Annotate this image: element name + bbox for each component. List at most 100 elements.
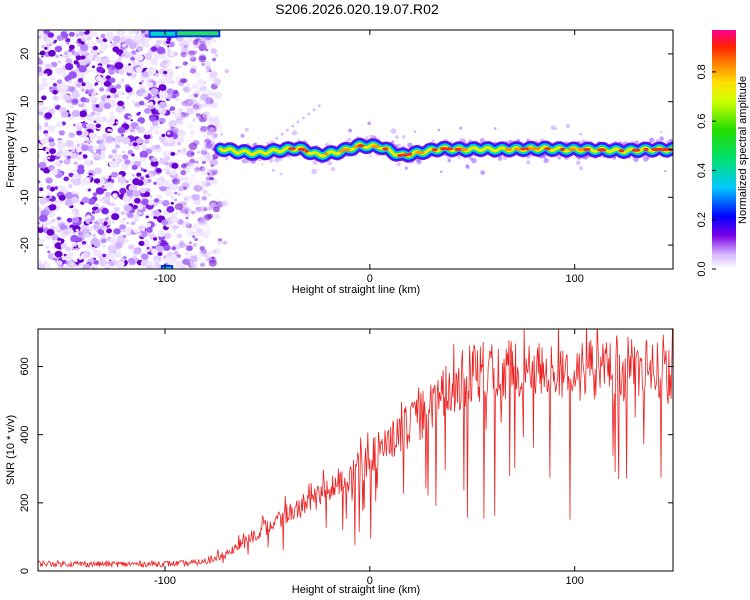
- noise-blob: [61, 73, 67, 78]
- noise-blob: [152, 53, 160, 60]
- noise-blob: [108, 178, 112, 181]
- noise-blob: [48, 49, 56, 57]
- noise-blob: [131, 50, 137, 55]
- noise-blob: [99, 50, 104, 54]
- noise-blob: [140, 30, 146, 34]
- noise-blob: [116, 121, 119, 124]
- noise-blob: [138, 100, 145, 106]
- noise-blob: [59, 160, 63, 164]
- noise-blob: [79, 135, 83, 138]
- noise-blob: [133, 33, 142, 41]
- noise-blob: [153, 266, 158, 269]
- noise-blob: [146, 247, 150, 250]
- noise-blob: [165, 135, 174, 144]
- noise-blob: [208, 251, 213, 255]
- noise-blob: [75, 55, 82, 61]
- noise-blob: [65, 246, 71, 252]
- ridge-halo: [558, 157, 561, 160]
- noise-blob: [73, 191, 77, 194]
- noise-blob: [104, 182, 114, 190]
- ridge-halo: [493, 127, 497, 130]
- noise-blob: [78, 101, 83, 105]
- noise-blob: [77, 164, 85, 171]
- noise-blob: [60, 84, 68, 91]
- noise-blob: [212, 39, 217, 43]
- noise-blob: [106, 136, 113, 143]
- noise-blob: [149, 132, 152, 135]
- noise-blob: [202, 180, 210, 188]
- noise-blob: [211, 132, 219, 139]
- noise-blob: [175, 129, 179, 132]
- noise-blob: [174, 145, 177, 148]
- noise-blob: [78, 31, 85, 37]
- noise-blob: [71, 91, 80, 99]
- noise-blob: [38, 66, 42, 73]
- snr-series-line: [38, 329, 673, 568]
- noise-blob: [178, 65, 182, 69]
- noise-blob: [185, 252, 188, 255]
- noise-blob: [131, 174, 135, 177]
- noise-blob: [63, 158, 71, 165]
- noise-blob: [155, 39, 162, 45]
- noise-blob: [149, 111, 152, 114]
- noise-blob: [84, 159, 92, 167]
- noise-blob: [105, 34, 113, 41]
- noise-blob: [207, 75, 214, 82]
- noise-blob: [138, 240, 145, 246]
- ridge-halo: [471, 157, 477, 164]
- noise-blob: [38, 263, 46, 269]
- y-tick-label: 200: [19, 494, 31, 512]
- noise-blob: [121, 53, 126, 57]
- noise-blob: [221, 191, 226, 195]
- noise-blob: [39, 50, 46, 56]
- noise-blob: [118, 154, 122, 158]
- y-tick-label: -20: [19, 237, 31, 253]
- ridge-halo: [404, 166, 408, 170]
- noise-blob: [38, 161, 47, 169]
- noise-blob: [143, 169, 147, 173]
- noise-blob: [49, 148, 56, 155]
- noise-blob: [54, 242, 63, 250]
- noise-blob: [81, 88, 85, 92]
- noise-blob: [199, 47, 204, 52]
- noise-blob: [144, 52, 153, 60]
- noise-blob: [85, 83, 94, 90]
- noise-blob: [51, 234, 59, 240]
- ridge-peak: [297, 147, 306, 151]
- ridge-halo: [554, 127, 558, 130]
- noise-blob: [91, 92, 97, 97]
- spectrogram-y-label: Frequency (Hz): [5, 112, 17, 188]
- noise-blob: [38, 214, 48, 222]
- noise-blob: [202, 189, 208, 195]
- noise-blob: [85, 188, 88, 190]
- noise-blob: [38, 110, 44, 116]
- noise-blob: [50, 76, 56, 81]
- noise-blob: [187, 123, 194, 129]
- noise-blob: [131, 100, 136, 103]
- ridge-halo: [481, 139, 484, 142]
- noise-blob: [56, 266, 63, 269]
- noise-blob: [62, 55, 65, 58]
- noise-blob: [140, 143, 147, 150]
- noise-blob: [48, 138, 54, 143]
- noise-blob: [206, 47, 210, 50]
- ridge-peak: [445, 147, 454, 151]
- noise-blob: [191, 263, 198, 269]
- noise-blob: [138, 230, 148, 238]
- noise-blob: [64, 30, 69, 33]
- noise-blob: [215, 54, 219, 57]
- noise-blob: [83, 244, 87, 247]
- y-tick-label: 600: [19, 357, 31, 375]
- noise-blob: [134, 197, 141, 204]
- noise-blob: [188, 142, 198, 151]
- noise-blob: [62, 67, 67, 71]
- noise-blob: [181, 220, 191, 229]
- noise-blob: [58, 130, 65, 136]
- noise-blob: [211, 102, 219, 109]
- noise-blob: [56, 216, 61, 221]
- noise-blob: [132, 142, 138, 147]
- noise-blob: [168, 50, 176, 57]
- noise-blob: [192, 225, 196, 229]
- noise-blob: [168, 93, 173, 98]
- noise-blob: [205, 65, 211, 71]
